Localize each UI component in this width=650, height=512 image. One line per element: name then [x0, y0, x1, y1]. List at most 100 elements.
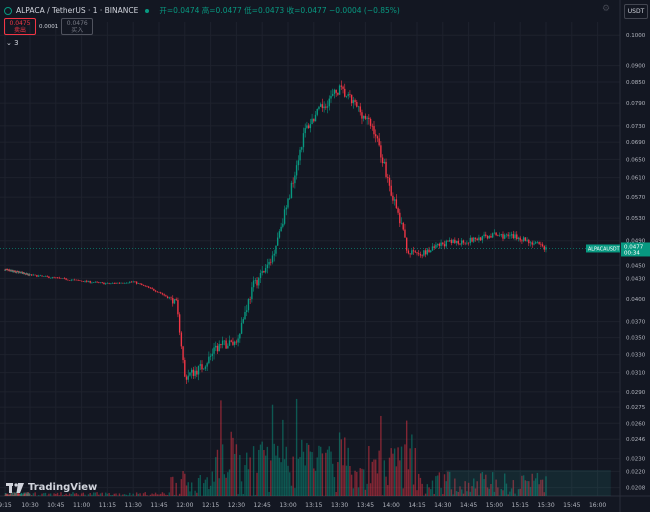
- volume-bar: [490, 483, 492, 496]
- volume-bar: [91, 494, 93, 496]
- volume-bar: [247, 469, 250, 496]
- volume-bar: [350, 474, 353, 496]
- volume-bar: [509, 491, 511, 496]
- brand-name: TradingView: [28, 482, 98, 493]
- y-tick-label: 0.0650: [626, 157, 646, 163]
- candle: [526, 239, 528, 241]
- volume-bar: [197, 478, 200, 496]
- volume-bar: [421, 483, 423, 496]
- candle: [287, 198, 289, 208]
- candle: [483, 234, 485, 237]
- volume-bar: [259, 444, 262, 496]
- volume-bar: [541, 479, 544, 496]
- volume-bar: [63, 494, 66, 496]
- volume-bar: [137, 493, 140, 496]
- candle: [163, 294, 165, 296]
- candle: [495, 232, 497, 236]
- candle: [534, 242, 537, 244]
- volume-bar: [448, 471, 451, 496]
- candle: [194, 370, 196, 376]
- candle: [127, 282, 129, 284]
- currency-button[interactable]: USDT: [624, 4, 648, 19]
- volume-bar: [67, 495, 69, 496]
- candle: [48, 276, 50, 279]
- x-tick-label: 11:45: [150, 502, 167, 509]
- volume-bar: [340, 439, 343, 496]
- candle: [357, 106, 360, 108]
- candle: [94, 281, 97, 283]
- candle: [32, 274, 35, 276]
- candle: [409, 253, 411, 255]
- candle: [307, 125, 310, 129]
- candle: [240, 322, 243, 334]
- candle: [273, 253, 275, 256]
- volume-bar: [161, 492, 164, 496]
- sell-button[interactable]: 0.0475 卖出: [4, 18, 36, 35]
- y-tick-label: 0.0570: [626, 195, 646, 201]
- volume-bar: [485, 474, 487, 496]
- candle: [31, 274, 33, 276]
- chevron-down-icon: ⌄: [6, 39, 12, 47]
- volume-bar: [68, 493, 71, 496]
- volume-bar: [275, 455, 277, 496]
- spread-value: 0.0001: [39, 23, 59, 30]
- candle: [510, 234, 513, 236]
- candle: [490, 235, 492, 238]
- volume-bar: [80, 493, 83, 496]
- candle: [203, 368, 205, 370]
- eye-icon[interactable]: [142, 8, 152, 14]
- candle: [251, 287, 253, 300]
- candle: [180, 332, 183, 347]
- indicators-toggle[interactable]: ⌄ 3: [6, 39, 19, 47]
- volume-bar: [175, 482, 177, 496]
- candle: [166, 296, 169, 299]
- candle: [115, 283, 117, 284]
- candle: [151, 287, 153, 289]
- volume-bar: [467, 482, 470, 496]
- candle: [130, 281, 133, 283]
- candle: [529, 242, 532, 244]
- volume-bar: [307, 444, 310, 496]
- y-tick-label: 0.0730: [626, 124, 646, 130]
- volume-bar: [488, 488, 490, 496]
- candle: [182, 346, 184, 361]
- volume-bar: [194, 490, 196, 496]
- x-tick-label: 13:45: [357, 502, 374, 509]
- volume-bar: [278, 457, 281, 496]
- y-tick-label: 0.0290: [626, 390, 646, 396]
- volume-bar: [125, 494, 128, 496]
- candle: [481, 236, 484, 241]
- symbol-title[interactable]: ALPACA / TetherUS · 1 · BINANCE: [16, 6, 139, 15]
- volume-bar: [168, 492, 171, 496]
- candle: [385, 161, 387, 177]
- candle: [289, 197, 291, 199]
- candle: [139, 283, 141, 284]
- volume-bar: [135, 492, 138, 496]
- candle: [72, 279, 74, 281]
- candle: [514, 234, 516, 239]
- candle: [29, 274, 31, 275]
- y-tick-label: 0.0330: [626, 353, 646, 359]
- candle: [56, 277, 59, 279]
- candle: [447, 240, 449, 242]
- candle: [412, 250, 415, 252]
- candle: [51, 277, 54, 278]
- candle: [168, 297, 171, 299]
- y-tick-label: 0.0850: [626, 80, 646, 86]
- candle: [268, 261, 270, 265]
- volume-bar: [430, 489, 432, 496]
- volume-bar: [433, 493, 435, 496]
- candle: [454, 239, 456, 243]
- x-tick-label: 14:15: [408, 502, 425, 509]
- x-tick-label: 9:15: [0, 502, 12, 509]
- candle: [233, 341, 236, 345]
- buy-button[interactable]: 0.0476 买入: [61, 18, 94, 35]
- volume-bar: [443, 474, 446, 496]
- candle: [345, 95, 348, 97]
- gear-icon[interactable]: ⚙: [602, 4, 611, 14]
- candle: [381, 157, 384, 164]
- volume-bar: [196, 492, 198, 496]
- candle: [502, 234, 504, 239]
- volume-bar: [493, 491, 496, 496]
